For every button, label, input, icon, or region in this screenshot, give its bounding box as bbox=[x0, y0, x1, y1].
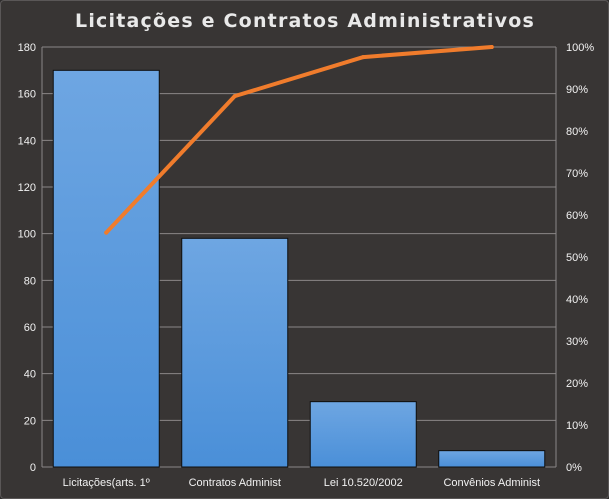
x-category-label: Contratos Administ bbox=[189, 477, 281, 489]
line-point bbox=[232, 94, 237, 99]
y-tick-label: 20 bbox=[24, 415, 36, 427]
y2-tick-label: 40% bbox=[566, 294, 588, 306]
y-tick-label: 180 bbox=[18, 42, 36, 54]
x-category-label: Lei 10.520/2002 bbox=[324, 477, 403, 489]
y2-tick-label: 30% bbox=[566, 336, 588, 348]
x-category-label: Convênios Administ bbox=[443, 477, 540, 489]
x-axis-categories: Licitações(arts. 1º Contratos Administ Lei… bbox=[63, 477, 540, 489]
cumulative-line bbox=[104, 45, 494, 235]
line-point bbox=[489, 45, 494, 49]
y-axis-left: 0 20 40 60 80 100 120 140 160 180 bbox=[18, 42, 36, 474]
y2-tick-label: 50% bbox=[566, 252, 588, 264]
y2-tick-label: 0% bbox=[566, 462, 582, 474]
bar bbox=[52, 69, 160, 468]
y2-tick-label: 60% bbox=[566, 210, 588, 222]
y-tick-label: 140 bbox=[18, 135, 36, 147]
bar-series bbox=[52, 69, 546, 468]
y-tick-label: 80 bbox=[24, 275, 36, 287]
bar bbox=[309, 401, 417, 468]
x-category-label: Licitações(arts. 1º bbox=[63, 477, 150, 489]
y2-tick-label: 70% bbox=[566, 168, 588, 180]
y2-tick-label: 10% bbox=[566, 420, 588, 432]
line-point bbox=[361, 55, 366, 60]
bar bbox=[181, 237, 289, 468]
y2-tick-label: 80% bbox=[566, 126, 588, 138]
y-tick-label: 160 bbox=[18, 89, 36, 101]
y-tick-label: 100 bbox=[18, 229, 36, 241]
y2-tick-label: 20% bbox=[566, 378, 588, 390]
y-tick-label: 0 bbox=[30, 462, 36, 474]
y2-tick-label: 100% bbox=[566, 42, 594, 54]
chart-title: Licitações e Contratos Administrativos bbox=[75, 10, 535, 32]
y-tick-label: 40 bbox=[24, 369, 36, 381]
y-axis-right: 0% 10% 20% 30% 40% 50% 60% 70% 80% 90% 100% bbox=[566, 42, 594, 474]
y-tick-label: 60 bbox=[24, 322, 36, 334]
cumulative-line-series bbox=[104, 45, 494, 235]
y-tick-label: 120 bbox=[18, 182, 36, 194]
line-point bbox=[104, 230, 109, 235]
bar bbox=[438, 450, 546, 468]
y2-tick-label: 90% bbox=[566, 84, 588, 96]
